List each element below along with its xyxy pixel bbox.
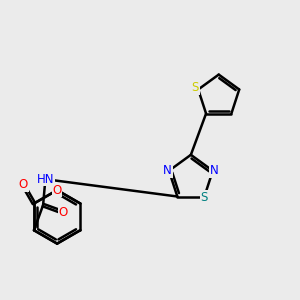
Text: N: N	[210, 164, 219, 177]
Text: S: S	[192, 82, 199, 94]
Text: O: O	[52, 184, 62, 196]
Text: O: O	[59, 206, 68, 219]
Text: HN: HN	[37, 173, 54, 186]
Text: S: S	[201, 191, 208, 204]
Text: O: O	[19, 178, 28, 191]
Text: N: N	[163, 164, 172, 177]
